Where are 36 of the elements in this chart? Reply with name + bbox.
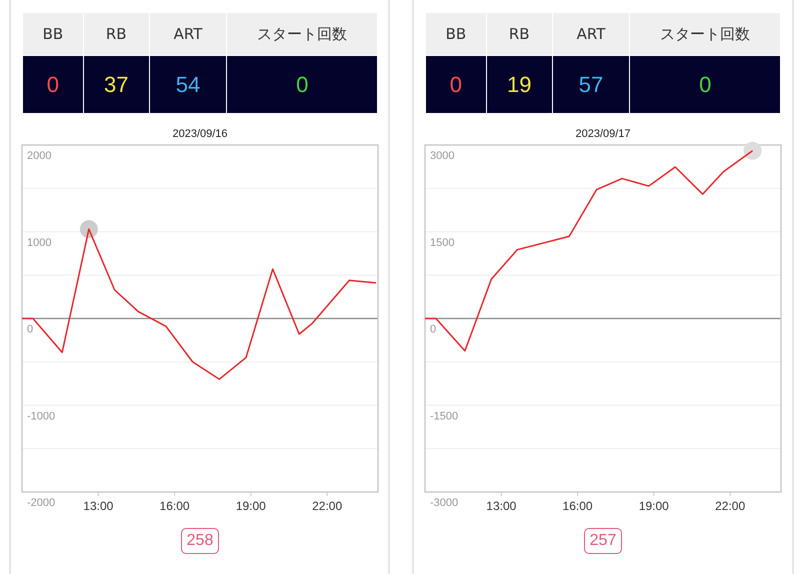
category-label: BB — [426, 12, 486, 56]
x-tick-label: 16:00 — [562, 499, 593, 513]
x-tick-label: 22:00 — [715, 499, 746, 513]
data-label: 54 — [176, 72, 200, 96]
y-tick-label: 3000 — [430, 150, 454, 162]
data-label: 0 — [699, 72, 712, 96]
y-tick-label: -1000 — [27, 410, 56, 422]
y-tick-label: 1500 — [430, 236, 454, 249]
data-label: 0 — [296, 72, 308, 96]
data-label: 37 — [104, 72, 128, 96]
category-label: ART — [149, 12, 227, 56]
category-label: ART — [552, 12, 630, 56]
text: 258 — [180, 528, 220, 554]
y-tick-label: 2000 — [27, 150, 52, 162]
y-tick-label: 0 — [430, 324, 436, 336]
y-tick-label: -1500 — [430, 410, 458, 422]
x-tick-label: 13:00 — [83, 499, 114, 513]
x-tick-label: 16:00 — [160, 499, 190, 513]
chart-title: 2023/09/17 — [575, 128, 631, 140]
category-label: RB — [83, 12, 150, 56]
y-tick-label: 0 — [27, 324, 34, 336]
data-label: 19 — [506, 72, 532, 96]
chart-title: 2023/09/16 — [172, 128, 228, 140]
category-label: BB — [22, 12, 84, 56]
category-label: スタート回数 — [226, 12, 378, 56]
x-tick-label: 22:00 — [312, 499, 342, 513]
category-label: RB — [486, 12, 552, 56]
text: 257 — [584, 528, 622, 554]
x-tick-label: 19:00 — [638, 499, 670, 513]
y-tick-label: -3000 — [430, 497, 458, 509]
data-label: 57 — [578, 72, 604, 96]
x-tick-label: 19:00 — [236, 499, 266, 513]
y-tick-label: 1000 — [27, 236, 52, 249]
x-tick-label: 13:00 — [486, 499, 517, 513]
y-tick-label: -2000 — [27, 497, 56, 509]
category-label: スタート回数 — [630, 12, 780, 56]
